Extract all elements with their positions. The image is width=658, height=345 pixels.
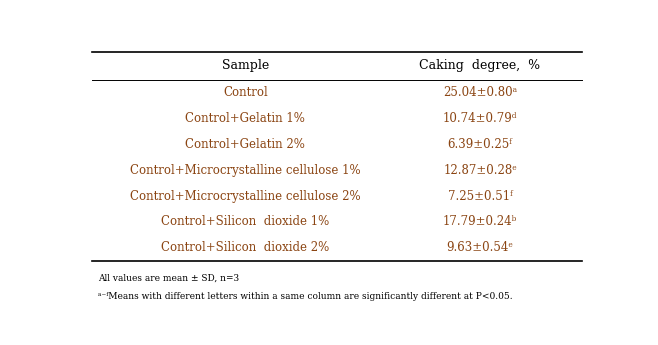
Text: Control+Gelatin 1%: Control+Gelatin 1%: [186, 112, 305, 125]
Text: 7.25±0.51ᶠ: 7.25±0.51ᶠ: [447, 189, 513, 203]
Text: Caking  degree,  %: Caking degree, %: [419, 59, 541, 72]
Text: 6.39±0.25ᶠ: 6.39±0.25ᶠ: [447, 138, 513, 151]
Text: Control+Microcrystalline cellulose 2%: Control+Microcrystalline cellulose 2%: [130, 189, 361, 203]
Text: 10.74±0.79ᵈ: 10.74±0.79ᵈ: [443, 112, 517, 125]
Text: Control: Control: [223, 86, 268, 99]
Text: Control+Silicon  dioxide 2%: Control+Silicon dioxide 2%: [161, 241, 330, 254]
Text: Sample: Sample: [222, 59, 269, 72]
Text: 25.04±0.80ᵃ: 25.04±0.80ᵃ: [443, 86, 517, 99]
Text: Control+Microcrystalline cellulose 1%: Control+Microcrystalline cellulose 1%: [130, 164, 361, 177]
Text: 12.87±0.28ᵉ: 12.87±0.28ᵉ: [443, 164, 517, 177]
Text: Control+Silicon  dioxide 1%: Control+Silicon dioxide 1%: [161, 215, 330, 228]
Text: ᵃ⁻ᶠMeans with different letters within a same column are significantly different: ᵃ⁻ᶠMeans with different letters within a…: [97, 292, 512, 301]
Text: Control+Gelatin 2%: Control+Gelatin 2%: [186, 138, 305, 151]
Text: 9.63±0.54ᵉ: 9.63±0.54ᵉ: [447, 241, 513, 254]
Text: All values are mean ± SD, n=3: All values are mean ± SD, n=3: [97, 273, 239, 282]
Text: 17.79±0.24ᵇ: 17.79±0.24ᵇ: [443, 215, 517, 228]
